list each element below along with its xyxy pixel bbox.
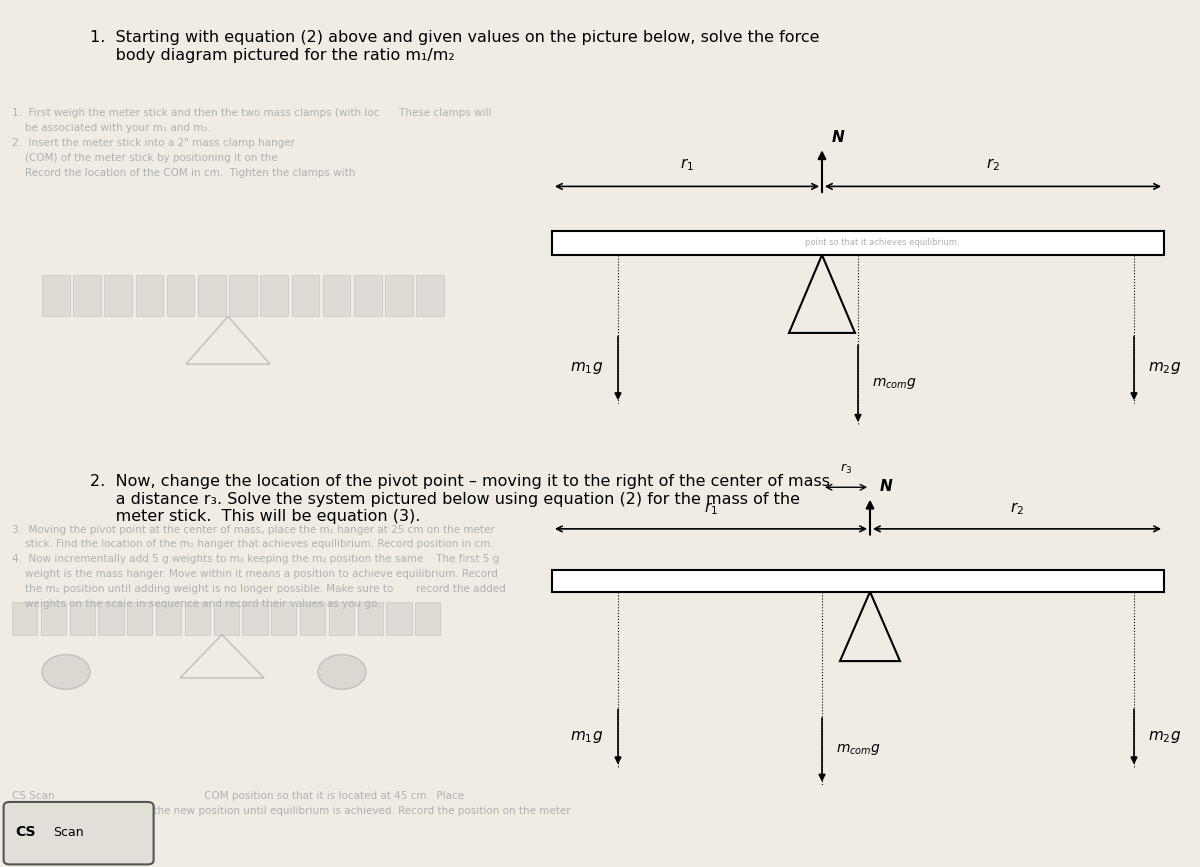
Bar <box>70 602 95 635</box>
Text: N: N <box>880 479 893 494</box>
Bar <box>552 231 1164 255</box>
Bar <box>354 275 382 316</box>
Bar <box>214 602 239 635</box>
Bar <box>271 602 296 635</box>
Bar <box>198 275 226 316</box>
Text: $r_1$: $r_1$ <box>704 500 718 517</box>
Text: CS: CS <box>16 825 36 839</box>
Text: point so that it achieves equilibrium.: point so that it achieves equilibrium. <box>805 238 959 247</box>
Text: $m_{com}g$: $m_{com}g$ <box>872 375 917 391</box>
Bar <box>260 275 288 316</box>
Text: $m_1g$: $m_1g$ <box>570 361 604 376</box>
Text: CS Scan                                              COM position so that it is : CS Scan COM position so that it is <box>12 791 571 831</box>
Bar <box>127 602 152 635</box>
Bar <box>358 602 383 635</box>
Bar <box>185 602 210 635</box>
Text: $m_2g$: $m_2g$ <box>1148 361 1182 376</box>
Bar <box>136 275 163 316</box>
Text: $m_{com}g$: $m_{com}g$ <box>836 742 881 758</box>
Text: $m_2g$: $m_2g$ <box>1148 729 1182 745</box>
Bar <box>12 602 37 635</box>
Bar <box>242 602 268 635</box>
Bar <box>300 602 325 635</box>
Text: $r_3$: $r_3$ <box>840 462 852 476</box>
Bar <box>415 602 440 635</box>
Text: 1.  First weigh the meter stick and then the two mass clamps (with loc      Thes: 1. First weigh the meter stick and then … <box>12 108 492 178</box>
Text: $r_1$: $r_1$ <box>680 157 694 173</box>
Bar <box>156 602 181 635</box>
Text: 3.  Moving the pivot point at the center of mass, place the m₁ hanger at 25 cm o: 3. Moving the pivot point at the center … <box>12 525 505 609</box>
Bar <box>73 275 101 316</box>
Circle shape <box>42 655 90 689</box>
Text: Scan: Scan <box>53 826 84 838</box>
Text: $r_2$: $r_2$ <box>986 157 1000 173</box>
Bar <box>167 275 194 316</box>
Bar <box>42 275 70 316</box>
Circle shape <box>318 655 366 689</box>
Bar <box>329 602 354 635</box>
Text: $r_2$: $r_2$ <box>1010 500 1024 517</box>
Text: 2.  Now, change the location of the pivot point – moving it to the right of the : 2. Now, change the location of the pivot… <box>90 474 830 524</box>
Bar <box>385 275 413 316</box>
Text: N: N <box>832 130 845 145</box>
FancyBboxPatch shape <box>4 802 154 864</box>
Bar <box>229 275 257 316</box>
Bar <box>41 602 66 635</box>
Bar <box>552 570 1164 591</box>
Bar <box>323 275 350 316</box>
Bar <box>416 275 444 316</box>
Text: 1.  Starting with equation (2) above and given values on the picture below, solv: 1. Starting with equation (2) above and … <box>90 30 820 62</box>
Bar <box>292 275 319 316</box>
Bar <box>104 275 132 316</box>
Text: $m_1g$: $m_1g$ <box>570 729 604 745</box>
Bar <box>386 602 412 635</box>
Bar <box>98 602 124 635</box>
